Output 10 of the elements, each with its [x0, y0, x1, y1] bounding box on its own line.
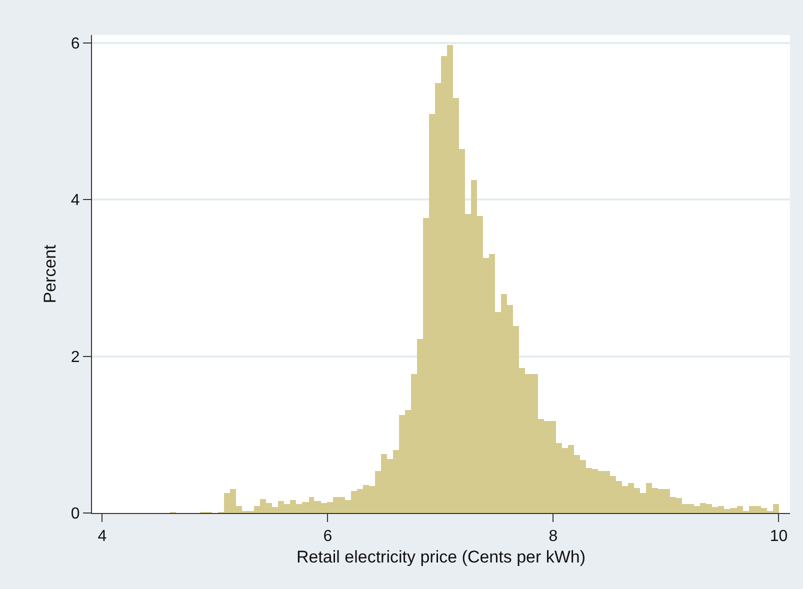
y-tick-label: 6	[70, 35, 80, 52]
x-axis-title: Retail electricity price (Cents per kWh)	[296, 548, 586, 567]
y-tick-label: 0	[70, 506, 80, 523]
x-tick-label: 6	[323, 528, 332, 546]
y-tick-label: 4	[70, 192, 80, 210]
x-tick-label: 10	[770, 528, 788, 546]
x-tick-label: 8	[548, 528, 558, 546]
y-tick-label: 2	[70, 348, 80, 366]
y-axis-title: Percent	[40, 244, 60, 304]
x-tick-label: 4	[98, 528, 107, 546]
